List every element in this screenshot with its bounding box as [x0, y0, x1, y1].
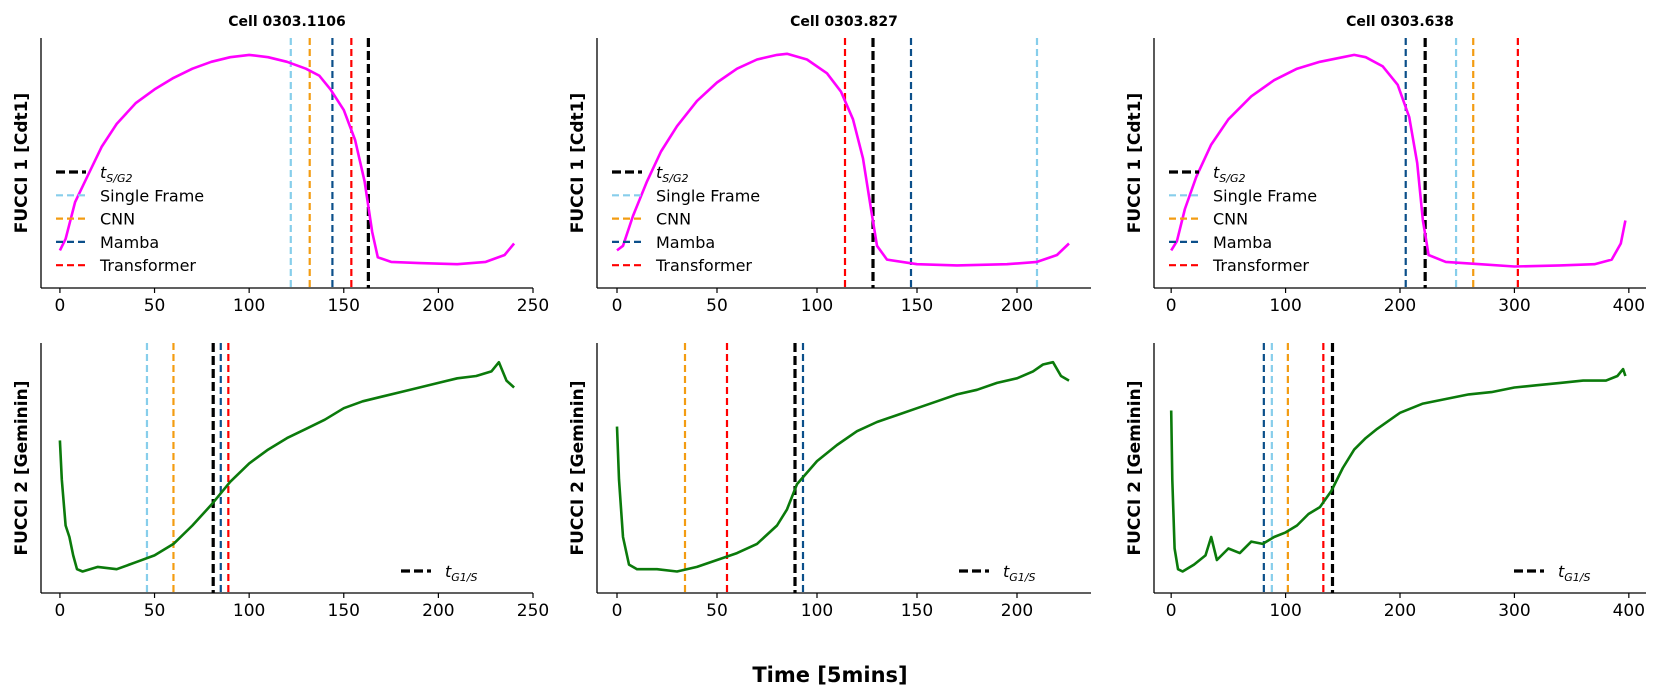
legend-label: tS/G2: [1213, 163, 1246, 185]
x-tick-label: 150: [901, 601, 933, 621]
x-tick-label: 250: [517, 601, 549, 621]
legend-label: CNN: [656, 210, 691, 229]
x-tick-label: 100: [233, 296, 265, 316]
x-tick-label: 200: [1384, 601, 1416, 621]
legend-label: Single Frame: [100, 186, 204, 205]
x-tick-label: 200: [422, 601, 454, 621]
x-tick-label: 50: [144, 601, 166, 621]
subplot-title: Cell 0303.638: [1346, 14, 1454, 30]
series-line: [58, 360, 515, 573]
legend-label: Transformer: [99, 256, 196, 275]
legend-label: Transformer: [1212, 256, 1309, 275]
subplot-title: Cell 0303.1106: [228, 14, 346, 30]
x-tick-label: 100: [801, 601, 833, 621]
x-tick-label: 0: [1166, 296, 1177, 316]
legend-label: Transformer: [655, 256, 752, 275]
x-tick-label: 150: [901, 296, 933, 316]
series-line: [616, 52, 1070, 267]
x-tick-label: 0: [612, 601, 623, 621]
series-line: [1169, 367, 1627, 573]
figure-xlabel: Time [5mins]: [752, 663, 907, 687]
legend-label: Mamba: [656, 233, 715, 252]
legend-label: CNN: [100, 210, 135, 229]
legend-label: tG1/S: [1558, 562, 1591, 584]
x-tick-label: 0: [55, 296, 66, 316]
legend-label: Single Frame: [1213, 186, 1317, 205]
subplot-title: Cell 0303.827: [790, 14, 898, 30]
subplot-ylabel: FUCCI 2 [Geminin]: [568, 381, 588, 556]
subplot-ylabel: FUCCI 1 [Cdt1]: [12, 93, 32, 234]
legend: tG1/S: [1514, 562, 1591, 584]
series-line: [615, 360, 1070, 573]
x-tick-label: 0: [55, 601, 66, 621]
x-tick-label: 150: [328, 601, 360, 621]
x-tick-label: 400: [1613, 601, 1645, 621]
subplot-1-1: FUCCI 2 [Geminin] 0 50 100 150 200 tG1/S: [568, 343, 1091, 621]
x-tick-label: 250: [517, 296, 549, 316]
subplot-ylabel: FUCCI 1 [Cdt1]: [568, 93, 588, 234]
legend-label: tS/G2: [100, 163, 133, 185]
series-line: [58, 53, 516, 266]
legend-label: Single Frame: [656, 186, 760, 205]
legend: tG1/S: [959, 562, 1036, 584]
x-tick-label: 100: [233, 601, 265, 621]
x-tick-label: 50: [144, 296, 166, 316]
legend-label: tG1/S: [445, 562, 478, 584]
x-tick-label: 200: [1001, 296, 1033, 316]
subplot-ylabel: FUCCI 2 [Geminin]: [12, 381, 32, 556]
legend-label: tG1/S: [1003, 562, 1036, 584]
x-tick-label: 150: [328, 296, 360, 316]
x-tick-label: 0: [612, 296, 623, 316]
subplot-1-2: FUCCI 2 [Geminin] 0 100 200 300 400 tG1/S: [1125, 343, 1646, 621]
subplot-0-2: Cell 0303.638 FUCCI 1 [Cdt1] 0 100 200 300 400…: [1125, 14, 1646, 316]
x-tick-label: 50: [706, 601, 728, 621]
x-tick-label: 100: [1269, 296, 1301, 316]
x-tick-label: 0: [1166, 601, 1177, 621]
series-line: [1170, 53, 1627, 268]
subplot-0-0: Cell 0303.1106 FUCCI 1 [Cdt1] 0 50 100 150 200…: [12, 14, 549, 316]
legend: tG1/S: [401, 562, 478, 584]
x-tick-label: 100: [1269, 601, 1301, 621]
subplot-0-1: Cell 0303.827 FUCCI 1 [Cdt1] 0 50 100 150 200 t…: [568, 14, 1091, 316]
x-tick-label: 300: [1498, 296, 1530, 316]
subplot-ylabel: FUCCI 2 [Geminin]: [1125, 381, 1145, 556]
legend-label: CNN: [1213, 210, 1248, 229]
x-tick-label: 300: [1498, 601, 1530, 621]
x-tick-label: 100: [801, 296, 833, 316]
legend-label: Mamba: [1213, 233, 1272, 252]
legend-label: tS/G2: [656, 163, 689, 185]
legend-label: Mamba: [100, 233, 159, 252]
subplot-1-0: FUCCI 2 [Geminin] 0 50 100 150 200 250 tG1/S: [12, 343, 549, 621]
subplot-ylabel: FUCCI 1 [Cdt1]: [1125, 93, 1145, 234]
x-tick-label: 200: [1384, 296, 1416, 316]
x-tick-label: 200: [422, 296, 454, 316]
x-tick-label: 200: [1001, 601, 1033, 621]
x-tick-label: 400: [1613, 296, 1645, 316]
x-tick-label: 50: [706, 296, 728, 316]
